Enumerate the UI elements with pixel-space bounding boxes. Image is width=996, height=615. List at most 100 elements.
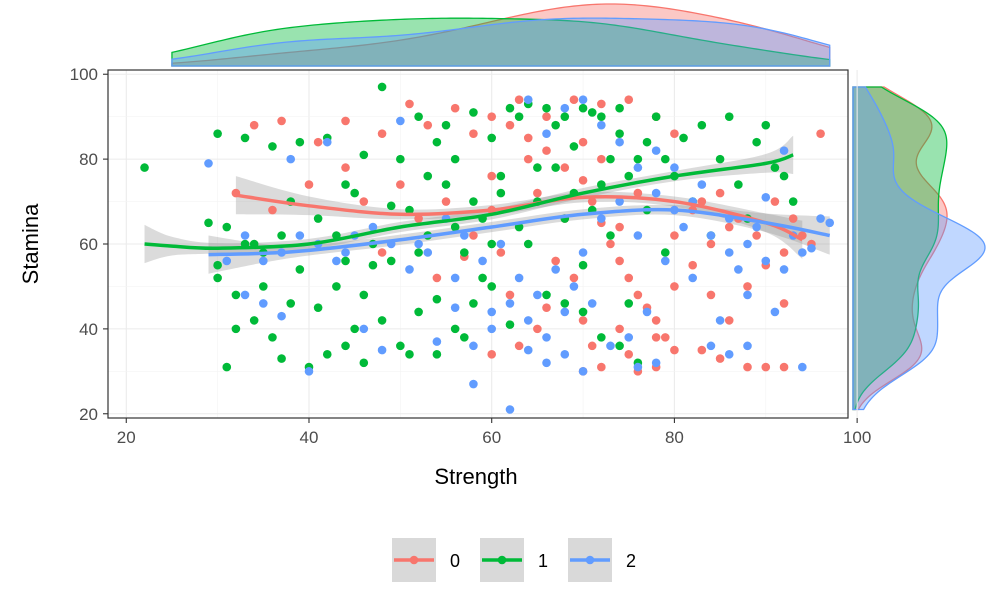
- data-point: [487, 350, 497, 359]
- y-tick-label: 60: [79, 235, 98, 254]
- data-point: [542, 290, 551, 300]
- data-point: [514, 112, 524, 121]
- data-point: [542, 112, 551, 121]
- data-point: [469, 108, 478, 117]
- legend-item-0: 0: [392, 538, 460, 582]
- data-point: [551, 256, 560, 266]
- data-point: [514, 273, 524, 283]
- data-point: [487, 324, 497, 334]
- data-point: [542, 146, 551, 155]
- data-point: [597, 333, 606, 342]
- data-point: [697, 180, 707, 189]
- data-point: [359, 358, 369, 368]
- legend-label: 2: [626, 551, 636, 571]
- legend-key-point: [409, 555, 419, 565]
- data-point: [715, 154, 725, 164]
- data-point: [706, 239, 716, 249]
- data-point: [277, 311, 286, 321]
- data-point: [670, 129, 679, 138]
- data-point: [651, 146, 661, 155]
- data-point: [350, 188, 359, 198]
- data-point: [231, 290, 241, 300]
- data-point: [277, 116, 286, 126]
- data-point: [597, 99, 606, 109]
- data-point: [396, 116, 405, 126]
- data-point: [432, 350, 442, 359]
- x-tick-label: 40: [300, 428, 319, 447]
- data-point: [304, 180, 314, 189]
- y-tick-label: 40: [79, 320, 98, 339]
- data-point: [231, 324, 241, 334]
- data-point: [414, 307, 423, 317]
- data-point: [825, 218, 835, 228]
- data-point: [606, 239, 615, 249]
- data-point: [670, 163, 679, 172]
- data-point: [597, 180, 606, 189]
- data-point: [542, 103, 551, 113]
- data-point: [523, 154, 533, 164]
- data-point: [734, 180, 743, 189]
- data-point: [222, 222, 232, 232]
- data-point: [651, 316, 661, 325]
- data-point: [551, 120, 560, 130]
- data-point: [450, 154, 460, 164]
- data-point: [469, 379, 478, 389]
- data-point: [761, 362, 771, 372]
- top-marginal-density: [171, 3, 831, 67]
- data-point: [660, 248, 670, 257]
- series-0-points: [231, 95, 825, 376]
- data-point: [670, 345, 679, 355]
- data-point: [414, 112, 423, 121]
- y-tick-label: 20: [79, 405, 98, 424]
- data-point: [587, 299, 597, 308]
- data-point: [688, 260, 697, 270]
- data-point: [651, 188, 661, 198]
- data-point: [405, 350, 414, 359]
- data-point: [432, 294, 442, 304]
- data-point: [505, 120, 515, 130]
- data-point: [578, 367, 588, 376]
- data-point: [533, 163, 542, 172]
- data-point: [277, 354, 286, 363]
- data-point: [660, 256, 670, 266]
- data-point: [798, 248, 807, 257]
- data-point: [533, 290, 542, 300]
- data-point: [450, 324, 460, 334]
- data-point: [779, 248, 789, 257]
- data-point: [816, 214, 825, 223]
- data-point: [670, 231, 679, 240]
- y-tick-label: 100: [70, 65, 98, 84]
- data-point: [469, 299, 478, 308]
- data-point: [615, 129, 624, 138]
- data-point: [514, 95, 524, 105]
- data-point: [670, 282, 679, 291]
- data-point: [587, 341, 597, 351]
- data-point: [268, 333, 277, 342]
- data-point: [551, 163, 560, 172]
- data-point: [478, 256, 487, 266]
- y-tick-label: 80: [79, 150, 98, 169]
- data-point: [642, 307, 652, 317]
- data-point: [743, 341, 752, 351]
- data-point: [496, 188, 506, 198]
- data-point: [560, 112, 570, 121]
- data-point: [213, 260, 222, 270]
- data-point: [441, 120, 451, 130]
- data-point: [560, 307, 570, 317]
- x-tick-label: 100: [843, 428, 871, 447]
- data-point: [606, 231, 615, 240]
- data-point: [240, 231, 250, 240]
- data-point: [249, 316, 259, 325]
- data-point: [478, 273, 487, 283]
- data-point: [368, 260, 378, 270]
- data-point: [633, 290, 643, 300]
- data-point: [259, 282, 268, 291]
- grid: [108, 70, 858, 418]
- legend-key-point: [497, 555, 507, 565]
- data-point: [496, 239, 506, 249]
- data-point: [715, 316, 725, 325]
- legend-key-point: [585, 555, 595, 565]
- data-point: [432, 273, 442, 283]
- data-point: [405, 205, 414, 215]
- data-point: [724, 222, 734, 232]
